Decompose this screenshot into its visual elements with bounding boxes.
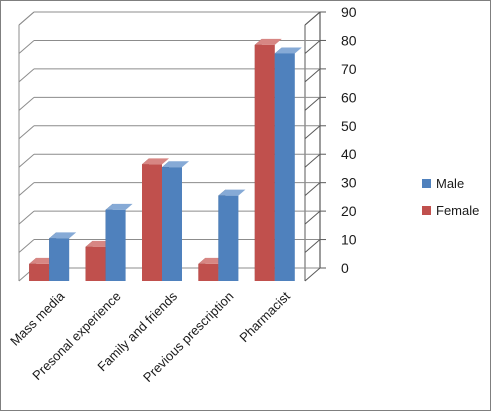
gridline-depth-right-60 — [304, 96, 321, 111]
legend: Male Female — [422, 176, 479, 218]
gridline-depth-left-40 — [18, 153, 35, 168]
gridline-depth-right-70 — [304, 68, 321, 83]
gridline-depth-left-60 — [18, 96, 35, 111]
bar-top — [162, 161, 189, 168]
legend-label-female: Female — [436, 203, 479, 218]
gridline-depth-left-20 — [18, 210, 35, 225]
bar-front — [49, 238, 70, 281]
bar-top — [49, 232, 77, 239]
y-tick-label-0: 0 — [341, 260, 349, 276]
gridline-depth-right-0 — [304, 267, 321, 282]
bar-male-pharmacist — [274, 47, 302, 281]
y-tick-label-40: 40 — [341, 146, 357, 162]
bar-front — [274, 53, 295, 281]
bar-female-family-and-friends — [142, 158, 169, 281]
bars — [29, 38, 302, 282]
gridline-depth-left-80 — [18, 40, 35, 54]
y-tick-label-30: 30 — [341, 175, 357, 191]
bar-front — [198, 263, 219, 281]
x-tick-label-pharmacist: Pharmacist — [236, 288, 293, 345]
bar-front — [29, 263, 50, 281]
gridline-depth-right-20 — [304, 210, 321, 225]
bar-male-mass-media — [49, 232, 77, 281]
legend-entry-female: Female — [422, 203, 479, 218]
y-tick-label-20: 20 — [341, 203, 357, 219]
bar-top — [218, 189, 246, 196]
bar-top — [142, 158, 169, 165]
y-tick-label-50: 50 — [341, 118, 357, 134]
bar-front — [254, 44, 275, 282]
gridline-depth-right-80 — [304, 40, 321, 54]
bar-male-previous-prescription — [218, 189, 246, 281]
y-tick-label-70: 70 — [341, 61, 357, 77]
x-tick-label-mass-media: Mass media — [7, 288, 68, 349]
y-tick-label-90: 90 — [341, 4, 357, 20]
bar-front — [218, 195, 239, 281]
legend-swatch-male — [422, 179, 431, 188]
gridline-depth-right-10 — [304, 239, 321, 253]
gridline-depth-right-90 — [304, 11, 321, 26]
bar-front — [162, 167, 182, 281]
bar-top — [254, 38, 282, 45]
gridline-depth-left-30 — [18, 182, 35, 197]
gridline-depth-left-50 — [18, 125, 35, 140]
bar-front — [142, 164, 162, 281]
bar-top — [274, 47, 302, 54]
gridline-depth-left-70 — [18, 68, 35, 83]
bar-male-family-and-friends — [162, 161, 189, 281]
gridline-depth-right-30 — [304, 182, 321, 197]
y-tick-label-80: 80 — [341, 32, 357, 48]
bar-female-previous-prescription — [198, 257, 226, 281]
legend-swatch-female — [422, 206, 431, 215]
gridline-depth-right-40 — [304, 153, 321, 168]
y-axis-tick-labels: 0 10 20 30 40 50 60 70 80 90 — [341, 4, 357, 276]
gridline-depth-right-50 — [304, 125, 321, 140]
gridline-depth-left-90 — [18, 11, 35, 26]
legend-label-male: Male — [436, 176, 464, 191]
legend-entry-male: Male — [422, 176, 464, 191]
bar-male-presonal-experience — [105, 203, 133, 281]
y-tick-label-10: 10 — [341, 232, 357, 248]
bar-female-pharmacist — [254, 38, 282, 282]
bar-front — [105, 209, 126, 281]
bar-female-presonal-experience — [85, 240, 113, 281]
bar-top — [105, 203, 133, 210]
y-tick-label-60: 60 — [341, 89, 357, 105]
bar-front — [85, 246, 106, 281]
gridline-depth-left-10 — [18, 239, 35, 253]
